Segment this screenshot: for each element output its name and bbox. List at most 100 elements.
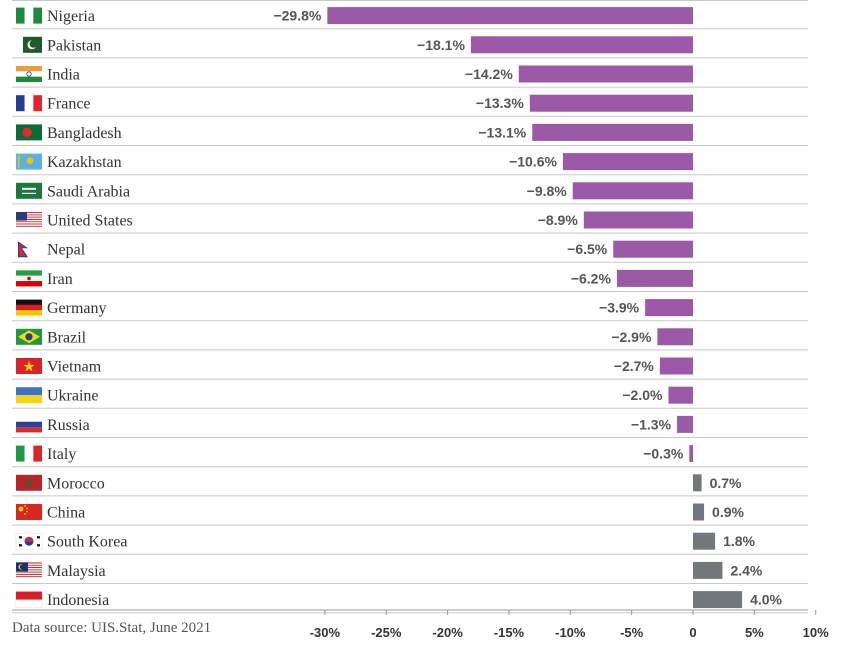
- value-label: 0.7%: [710, 475, 742, 491]
- country-label: Italy: [47, 446, 76, 463]
- value-label: −8.9%: [538, 212, 579, 228]
- value-label: −13.3%: [476, 95, 524, 111]
- value-label: −29.8%: [273, 8, 321, 24]
- bar-row-vietnam: Vietnam −2.7%: [12, 357, 808, 380]
- x-tick-label: 0: [689, 625, 696, 640]
- country-label: Nepal: [47, 242, 86, 259]
- country-label: Nigeria: [47, 8, 95, 25]
- value-label: −14.2%: [465, 66, 513, 82]
- country-label: Morocco: [47, 475, 105, 492]
- country-label: Germany: [47, 300, 107, 317]
- flag-bangladesh-icon: [16, 124, 42, 141]
- value-label: −1.3%: [631, 416, 672, 432]
- x-tick-label: -20%: [432, 625, 463, 640]
- value-label: −6.5%: [567, 241, 608, 257]
- x-tick-label: 5%: [745, 625, 764, 640]
- value-label: −2.0%: [622, 387, 663, 403]
- country-label: Saudi Arabia: [47, 183, 130, 200]
- value-label: 2.4%: [730, 562, 762, 578]
- country-label: Russia: [47, 417, 90, 434]
- country-label: Brazil: [47, 329, 87, 346]
- flag-iran-icon: [16, 270, 42, 287]
- bar-row-russia: Russia −1.3%: [12, 415, 808, 438]
- bar-row-nigeria: Nigeria −29.8%: [12, 7, 808, 30]
- bar-row-united-states: United States −8.9%: [12, 211, 808, 234]
- bar-morocco: [693, 474, 702, 492]
- flag-germany-icon: [16, 299, 42, 316]
- flag-morocco-icon: [16, 474, 42, 491]
- flag-nigeria-icon: [16, 7, 42, 24]
- flag-kazakhstan-icon: [16, 153, 42, 170]
- bar-row-iran: Iran −6.2%: [12, 269, 808, 292]
- bar-france: [529, 94, 693, 112]
- flag-france-icon: [16, 95, 42, 112]
- country-label: India: [47, 67, 80, 84]
- bar-kazakhstan: [562, 153, 693, 171]
- value-label: 0.9%: [712, 504, 744, 520]
- bar-row-india: India −14.2%: [12, 65, 808, 88]
- flag-united-states-icon: [16, 212, 42, 228]
- value-label: −3.9%: [599, 300, 640, 316]
- flag-china-icon: [16, 504, 42, 520]
- bar-nepal: [613, 240, 693, 258]
- bar-row-germany: Germany −3.9%: [12, 299, 808, 322]
- flag-saudi-arabia-icon: [16, 182, 42, 199]
- bar-vietnam: [659, 357, 693, 375]
- x-tick-label: -5%: [620, 625, 644, 640]
- value-label: −9.8%: [527, 183, 568, 199]
- flag-malaysia-icon: [16, 562, 42, 579]
- bar-row-indonesia: Indonesia 4.0%: [12, 591, 808, 614]
- bar-india: [518, 65, 693, 83]
- flag-indonesia-icon: [15, 591, 43, 608]
- country-label: United States: [47, 213, 133, 230]
- value-label: −13.1%: [478, 124, 526, 140]
- flag-nepal-icon: [16, 241, 42, 258]
- value-label: 4.0%: [750, 592, 782, 608]
- x-tick-label: -25%: [371, 625, 402, 640]
- bar-nigeria: [327, 7, 693, 25]
- flag-italy-icon: [16, 445, 42, 462]
- country-label: China: [47, 505, 85, 522]
- bar-row-malaysia: Malaysia 2.4%: [12, 561, 808, 584]
- value-label: 1.8%: [723, 533, 755, 549]
- value-label: −0.3%: [643, 446, 684, 462]
- bar-ukraine: [668, 386, 693, 404]
- bar-row-china: China 0.9%: [12, 503, 808, 526]
- flag-pakistan-icon: [16, 36, 42, 53]
- value-label: −6.2%: [571, 270, 612, 286]
- flag-ukraine-icon: [16, 387, 42, 404]
- value-label: −2.7%: [614, 358, 655, 374]
- country-label: Iran: [47, 271, 73, 288]
- bar-iran: [616, 269, 693, 287]
- flag-brazil-icon: [16, 328, 42, 345]
- bar-pakistan: [470, 36, 693, 54]
- bar-rows: Nigeria −29.8% Pakistan −18.1% India −14.2% Fr…: [12, 0, 808, 614]
- bar-row-france: France −13.3%: [12, 94, 808, 117]
- bar-row-saudi-arabia: Saudi Arabia −9.8%: [12, 182, 808, 205]
- flag-vietnam-icon: [16, 358, 42, 374]
- bar-row-morocco: Morocco 0.7%: [12, 474, 808, 497]
- country-label: Kazakhstan: [47, 154, 122, 171]
- country-label: Pakistan: [47, 37, 101, 54]
- country-label: South Korea: [47, 534, 127, 551]
- bar-row-ukraine: Ukraine −2.0%: [12, 386, 808, 409]
- bar-united-states: [583, 211, 693, 229]
- bar-brazil: [657, 328, 693, 346]
- value-label: −18.1%: [417, 37, 465, 53]
- x-tick-label: -30%: [310, 625, 341, 640]
- bar-row-nepal: Nepal −6.5%: [12, 240, 808, 263]
- bar-saudi-arabia: [572, 182, 693, 200]
- bar-row-pakistan: Pakistan −18.1%: [12, 36, 808, 59]
- bar-row-kazakhstan: Kazakhstan −10.6%: [12, 153, 808, 176]
- country-label: France: [47, 96, 91, 113]
- bar-row-bangladesh: Bangladesh −13.1%: [12, 123, 808, 146]
- x-tick-label: -15%: [494, 625, 525, 640]
- country-label: Malaysia: [47, 563, 106, 580]
- x-axis: -30% -25% -20% -15% -10% -5% 0 5% 10%: [12, 609, 829, 640]
- bar-row-italy: Italy −0.3%: [12, 445, 808, 468]
- value-label: −10.6%: [509, 154, 557, 170]
- bar-south-korea: [693, 532, 716, 550]
- bar-germany: [645, 299, 693, 317]
- bar-italy: [689, 445, 693, 463]
